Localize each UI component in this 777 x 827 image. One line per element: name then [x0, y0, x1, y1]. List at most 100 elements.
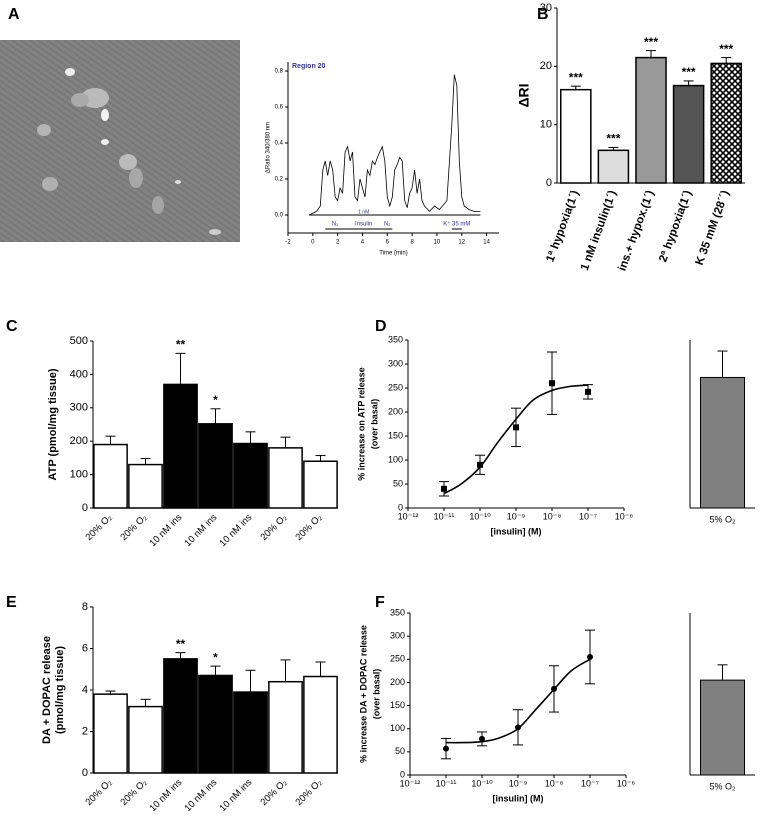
x-axis-label: Time (min) — [379, 251, 407, 257]
y-tick-label: 150 — [390, 700, 405, 710]
x-tick-label: 2 — [336, 240, 340, 246]
x-tick-label: 20% O₂ — [83, 777, 114, 808]
x-tick-label: 10⁻⁷ — [579, 511, 597, 521]
y-axis-label: % increase DA + DOPAC release — [358, 625, 368, 763]
x-tick-label: 20% O₂ — [258, 512, 289, 543]
x-tick-label: 10⁻¹⁰ — [471, 778, 493, 788]
panel-letter: A — [8, 6, 20, 23]
y-tick-label: 350 — [388, 334, 403, 344]
x-tick-label: 10⁻⁸ — [545, 778, 564, 788]
bar — [268, 680, 303, 774]
bar — [128, 463, 163, 509]
x-tick-label: 10⁻⁶ — [617, 778, 636, 788]
x-tick-label: 20% O₂ — [258, 777, 289, 808]
y-tick-label: 250 — [388, 382, 403, 392]
period-dose: 1 nM — [358, 209, 369, 215]
x-tick-label: 10⁻¹² — [400, 778, 421, 788]
y-axis-label: (over basal) — [369, 399, 379, 450]
x-tick-label: 10 — [434, 240, 441, 246]
x-tick-label: 8 — [410, 240, 414, 246]
x-tick-label: 0 — [311, 240, 315, 246]
y-tick-label: 100 — [70, 469, 88, 481]
significance: *** — [682, 65, 696, 79]
bar — [700, 376, 745, 509]
x-tick-label: 1 nM insulin(1´) — [579, 189, 619, 273]
y-tick-label: 0,8 — [275, 69, 284, 75]
chart-title: Region 20 — [292, 63, 326, 70]
data-point — [477, 461, 483, 468]
panel-letter: C — [6, 318, 18, 335]
y-tick-label: 10 — [540, 119, 552, 131]
x-tick-label: 10⁻¹² — [398, 511, 419, 521]
y-tick-label: 50 — [393, 478, 403, 488]
x-tick-label: 10 nM ins — [182, 512, 219, 549]
bar — [163, 383, 198, 509]
y-tick-label: 250 — [390, 654, 405, 664]
bar-label: 5% O₂ — [709, 514, 736, 524]
y-tick-label: 50 — [395, 746, 405, 756]
trace — [308, 74, 481, 216]
x-tick-label: 20% O₂ — [293, 512, 324, 543]
x-axis-label: [insulin] (M) — [493, 793, 544, 803]
y-tick-label: 200 — [70, 435, 88, 447]
y-tick-label: 0 — [82, 767, 88, 779]
bar — [672, 84, 705, 184]
y-tick-label: 0 — [546, 177, 552, 189]
bar — [93, 443, 128, 509]
significance: * — [213, 650, 218, 664]
y-axis-label: ATP (pmol/mg tissue) — [47, 368, 59, 480]
bar — [198, 674, 233, 774]
bar — [233, 691, 268, 774]
y-tick-label: 300 — [390, 631, 405, 641]
data-point — [443, 745, 449, 752]
x-tick-label: 10⁻⁹ — [507, 511, 526, 521]
panel-letter: E — [6, 594, 17, 611]
micrograph — [0, 40, 240, 242]
y-tick-label: 300 — [70, 402, 88, 414]
x-tick-label: 10⁻¹⁰ — [469, 511, 491, 521]
significance: ** — [176, 338, 186, 352]
y-tick-label: 4 — [82, 684, 88, 696]
y-tick-label: 0 — [82, 502, 88, 514]
data-point — [513, 424, 519, 431]
x-tick-label: 10⁻⁹ — [509, 778, 528, 788]
panel-letter: B — [537, 6, 549, 23]
y-tick-label: 0,4 — [275, 141, 284, 147]
y-tick-label: 400 — [70, 368, 88, 380]
x-tick-label: 10⁻¹¹ — [436, 778, 457, 788]
y-tick-label: 8 — [82, 601, 88, 613]
significance: *** — [569, 70, 583, 84]
y-tick-label: 0,0 — [275, 213, 284, 219]
data-point — [551, 685, 557, 692]
x-tick-label: 10 nM ins — [147, 512, 184, 549]
bar — [93, 693, 128, 774]
y-tick-label: 0,6 — [275, 105, 284, 111]
x-tick-label: 10 nM ins — [182, 777, 219, 814]
data-point — [515, 724, 521, 731]
x-tick-label: 20% O₂ — [293, 777, 324, 808]
bar — [268, 447, 303, 509]
y-axis-label: ΔRatio 340/380 nm — [266, 122, 272, 173]
significance: *** — [606, 132, 620, 146]
y-tick-label: 100 — [388, 454, 403, 464]
panel-letter: F — [375, 594, 385, 611]
data-point — [549, 380, 555, 387]
bar-label: 5% O₂ — [709, 781, 736, 791]
y-tick-label: 350 — [390, 607, 405, 617]
bar — [597, 149, 630, 184]
panel-letter: D — [375, 318, 387, 335]
x-tick-label: 12 — [458, 240, 465, 246]
x-tick-label: ins.+ hypox.(1´) — [616, 189, 656, 273]
y-tick-label: 6 — [82, 642, 88, 654]
y-tick-label: 200 — [390, 677, 405, 687]
bar — [560, 88, 592, 184]
y-tick-label: 300 — [388, 358, 403, 368]
y-tick-label: 0 — [400, 769, 405, 779]
significance: ** — [176, 637, 186, 651]
bar — [635, 56, 667, 184]
data-point — [587, 653, 593, 660]
y-tick-label: 0,2 — [275, 177, 284, 183]
bar — [233, 442, 268, 509]
x-tick-label: 10 nM ins — [147, 777, 184, 814]
bar — [303, 460, 338, 509]
